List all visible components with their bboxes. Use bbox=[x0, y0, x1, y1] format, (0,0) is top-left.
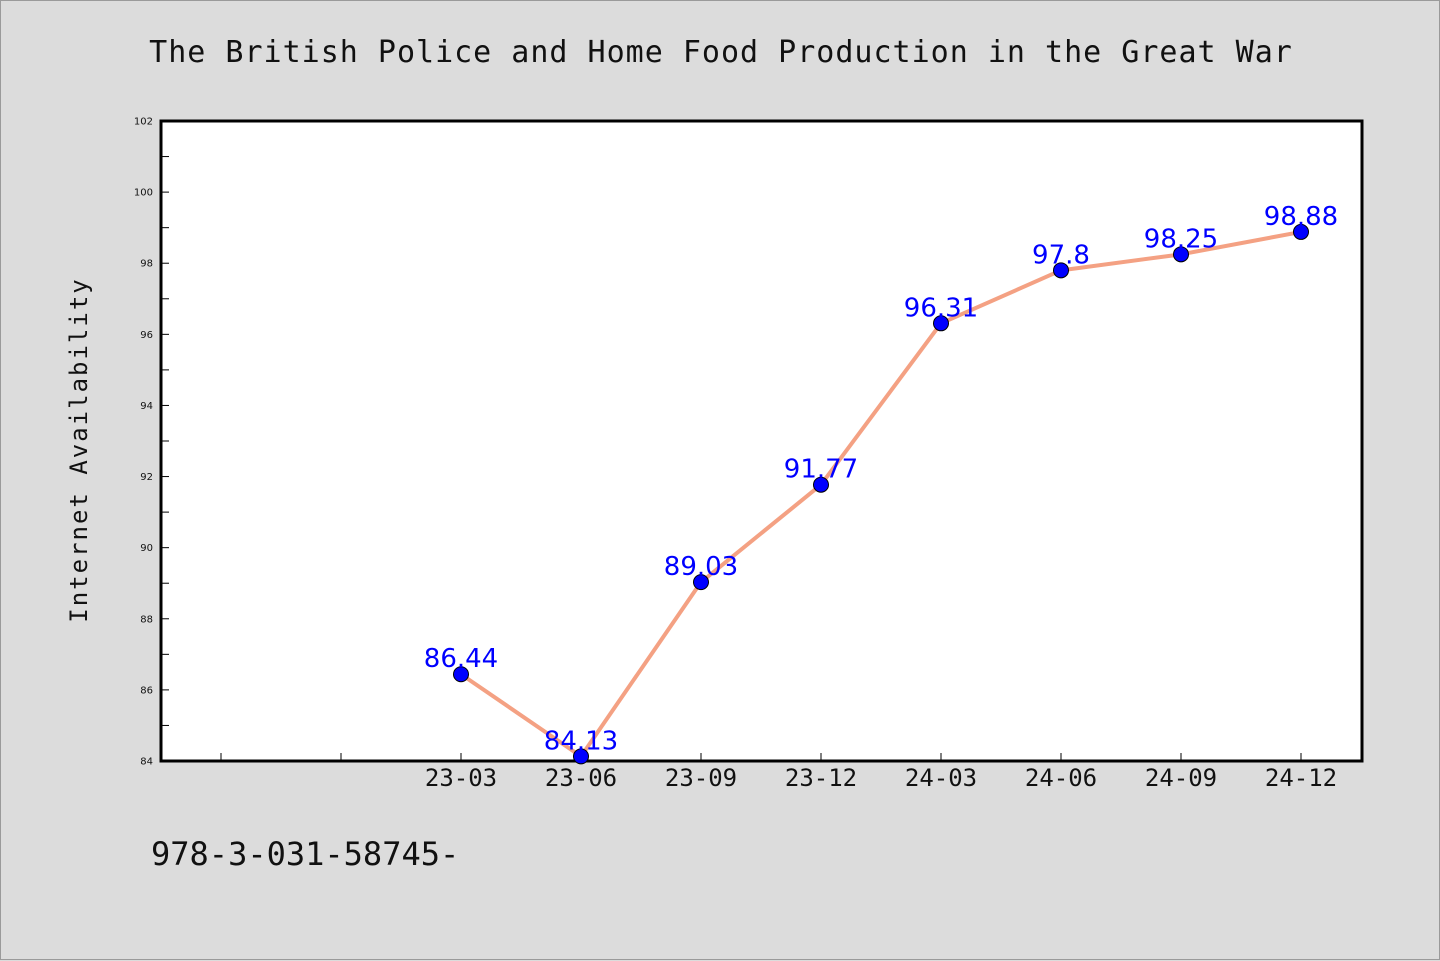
data-label: 84.13 bbox=[544, 726, 618, 756]
data-point bbox=[1053, 262, 1069, 279]
y-tick-label: 94 bbox=[140, 401, 153, 412]
data-label: 97.8 bbox=[1032, 240, 1090, 270]
chart-title: The British Police and Home Food Product… bbox=[149, 35, 1293, 70]
y-tick-label: 84 bbox=[140, 757, 153, 768]
x-axis: 23-03 23-06 23-09 23-12 24-03 24-06 24-09 24-12 bbox=[220, 753, 1337, 792]
x-tick-label: 24-03 bbox=[905, 764, 977, 792]
series-points-group bbox=[453, 223, 1309, 765]
y-tick-label: 86 bbox=[140, 685, 153, 696]
series-line bbox=[459, 229, 1303, 759]
x-tick-label: 24-12 bbox=[1265, 764, 1337, 792]
data-labels-group: 86.44 84.13 89.03 91.77 96.31 97.8 98.25 98.88 bbox=[424, 202, 1338, 756]
data-label: 89.03 bbox=[664, 552, 738, 582]
x-tick-label: 23-06 bbox=[545, 764, 617, 792]
x-tick-label: 24-06 bbox=[1025, 764, 1097, 792]
data-label: 98.88 bbox=[1264, 202, 1338, 232]
y-tick-label: 90 bbox=[140, 543, 153, 554]
data-point bbox=[453, 666, 469, 683]
y-axis: 84 86 88 90 92 94 96 98 100 102 bbox=[134, 117, 169, 768]
y-tick-label: 92 bbox=[140, 472, 153, 483]
data-label: 86.44 bbox=[424, 644, 498, 674]
data-label: 98.25 bbox=[1144, 224, 1218, 254]
isbn-footer-text: 978-3-031-58745- bbox=[151, 835, 460, 873]
x-tick-label: 23-03 bbox=[425, 764, 497, 792]
y-tick-label: 96 bbox=[140, 330, 153, 341]
y-tick-label: 102 bbox=[134, 117, 153, 128]
data-point bbox=[1293, 223, 1309, 240]
data-label: 96.31 bbox=[904, 293, 978, 323]
plot-area bbox=[159, 119, 1364, 763]
y-axis-label: Internet Availability bbox=[65, 277, 93, 622]
data-point bbox=[573, 748, 589, 765]
x-tick-label: 23-12 bbox=[785, 764, 857, 792]
y-tick-label: 98 bbox=[140, 259, 153, 270]
y-tick-label: 100 bbox=[134, 188, 153, 199]
data-label: 91.77 bbox=[784, 455, 858, 485]
x-tick-label: 23-09 bbox=[665, 764, 737, 792]
x-tick-label: 24-09 bbox=[1145, 764, 1217, 792]
data-point bbox=[1173, 246, 1189, 263]
series-line-group bbox=[459, 229, 1303, 759]
data-point bbox=[933, 315, 949, 332]
y-tick-label: 88 bbox=[140, 614, 153, 625]
data-point bbox=[693, 574, 709, 591]
data-point bbox=[813, 476, 829, 493]
